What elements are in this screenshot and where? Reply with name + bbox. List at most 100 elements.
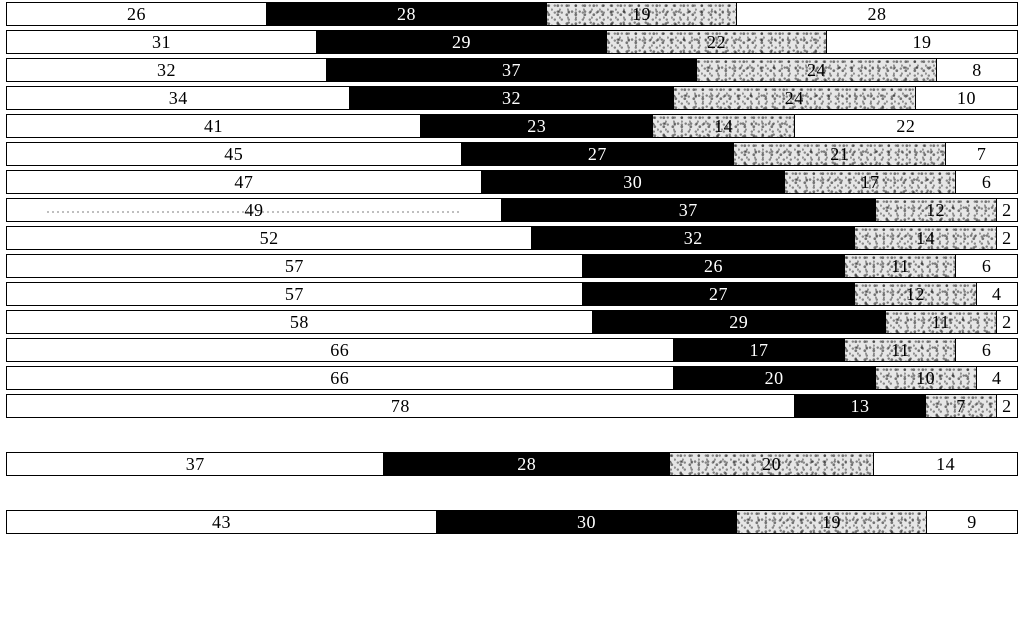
bar-segment-c: 19: [547, 3, 737, 25]
bar-segment-a: 66: [7, 367, 674, 389]
bar-segment-a: 47: [7, 171, 482, 193]
segment-value-label: 37: [186, 455, 205, 473]
bar-row: 26 28 19 28: [0, 2, 1024, 26]
bar-segment-c: 21: [734, 143, 946, 165]
bar-segment-d: 6: [956, 255, 1017, 277]
segment-value-label: 31: [152, 33, 171, 51]
section-gap: [0, 476, 1024, 510]
segment-value-label: 78: [391, 397, 410, 415]
bar-segment-c: 11: [845, 255, 956, 277]
segment-value-label: 24: [807, 61, 826, 79]
bar-segment-b: 32: [350, 87, 673, 109]
segment-value-label: 8: [972, 61, 982, 79]
bar: 34322410: [6, 86, 1018, 110]
bar: 66 20 10 4: [6, 366, 1018, 390]
segment-value-label: 11: [932, 313, 950, 331]
bar-segment-d: 4: [977, 367, 1017, 389]
bar-segment-c: 10: [876, 367, 977, 389]
bar-segment-d: 10: [916, 87, 1017, 109]
bar-segment-b: 13: [795, 395, 926, 417]
bar-segment-c: 12: [876, 199, 997, 221]
stacked-bar-chart: 2628192831292219323724834322410412314224…: [0, 0, 1024, 628]
segment-value-label: 27: [588, 145, 607, 163]
segment-value-label: 19: [632, 5, 651, 23]
bar-segment-d: 7: [946, 143, 1017, 165]
bar-segment-b: 29: [317, 31, 607, 53]
bar-row: 66 20 10 4: [0, 366, 1024, 390]
segment-value-label: 26: [704, 257, 723, 275]
segment-value-label: 22: [707, 33, 726, 51]
bar-segment-b: 27: [462, 143, 735, 165]
bar-segment-a: 32: [7, 59, 327, 81]
bar-segment-a: 43: [7, 511, 437, 533]
bar-segment-a: 41: [7, 115, 421, 137]
bar-segment-a: 52: [7, 227, 532, 249]
bar-row: 41 23 14 22: [0, 114, 1024, 138]
bar-row: 37282014: [0, 452, 1024, 476]
bar: 4527217: [6, 142, 1018, 166]
bar-segment-d: 9: [927, 511, 1017, 533]
segment-value-label: 22: [896, 117, 915, 135]
bar-row: 4937122: [0, 198, 1024, 222]
bar-row: 5726116: [0, 254, 1024, 278]
bar-segment-b: 37: [502, 199, 876, 221]
bar-segment-d: 2: [997, 395, 1017, 417]
segment-value-label: 10: [957, 89, 976, 107]
segment-value-label: 20: [765, 369, 784, 387]
bar: 37282014: [6, 452, 1018, 476]
bar: 31292219: [6, 30, 1018, 54]
bar-segment-c: 24: [697, 59, 937, 81]
bar-row: 34322410: [0, 86, 1024, 110]
segment-value-label: 28: [397, 5, 416, 23]
bar-segment-d: 8: [937, 59, 1017, 81]
segment-value-label: 23: [527, 117, 546, 135]
bar-segment-c: 11: [886, 311, 997, 333]
bar-row: 5727124: [0, 282, 1024, 306]
segment-value-label: 43: [212, 513, 231, 531]
bar-segment-a: 34: [7, 87, 350, 109]
segment-value-label: 2: [1002, 313, 1012, 331]
segment-value-label: 7: [956, 397, 966, 415]
bar-segment-c: 12: [855, 283, 976, 305]
bar-segment-c: 20: [670, 453, 874, 475]
bar-segment-c: 22: [607, 31, 827, 53]
bar: 4330199: [6, 510, 1018, 534]
bar-segment-d: 2: [997, 311, 1017, 333]
segment-value-label: 14: [714, 117, 733, 135]
bar-segment-a: 26: [7, 3, 267, 25]
segment-value-label: 32: [157, 61, 176, 79]
segment-value-label: 30: [577, 513, 596, 531]
bar: 5232142: [6, 226, 1018, 250]
bar-segment-b: 23: [421, 115, 653, 137]
segment-value-label: 2: [1002, 201, 1012, 219]
bar-segment-b: 32: [532, 227, 855, 249]
bar: 41 23 14 22: [6, 114, 1018, 138]
bar: 5726116: [6, 254, 1018, 278]
bar-segment-b: 20: [674, 367, 876, 389]
segment-value-label: 27: [709, 285, 728, 303]
bar-segment-c: 11: [845, 339, 956, 361]
bar-segment-c: 14: [653, 115, 794, 137]
bar-row: 31292219: [0, 30, 1024, 54]
bar-segment-b: 26: [583, 255, 846, 277]
segment-value-label: 47: [234, 173, 253, 191]
bar-segment-d: 28: [737, 3, 1017, 25]
bar-segment-a: 78: [7, 395, 795, 417]
bar-segment-c: 14: [855, 227, 996, 249]
bar-row: 5829112: [0, 310, 1024, 334]
segment-value-label: 17: [749, 341, 768, 359]
bar-row: 5232142: [0, 226, 1024, 250]
segment-value-label: 11: [891, 257, 909, 275]
segment-value-label: 29: [452, 33, 471, 51]
segment-value-label: 37: [502, 61, 521, 79]
segment-value-label: 41: [204, 117, 223, 135]
bar-segment-d: 2: [997, 199, 1017, 221]
segment-value-label: 6: [982, 257, 992, 275]
bar: 78 13 7 2: [6, 394, 1018, 418]
bar-row: 4527217: [0, 142, 1024, 166]
segment-value-label: 34: [169, 89, 188, 107]
segment-value-label: 20: [762, 455, 781, 473]
bar-segment-b: 30: [482, 171, 785, 193]
segment-value-label: 32: [684, 229, 703, 247]
segment-value-label: 4: [992, 369, 1002, 387]
